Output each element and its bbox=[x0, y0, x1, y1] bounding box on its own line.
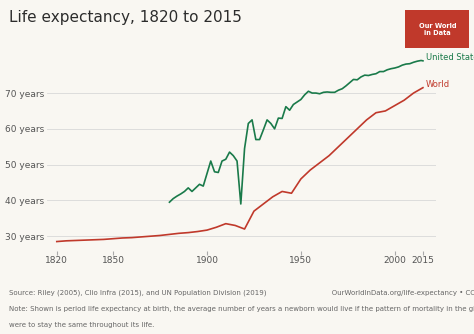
Text: United States: United States bbox=[426, 53, 474, 62]
Text: Our World
in Data: Our World in Data bbox=[419, 23, 456, 36]
Text: Life expectancy, 1820 to 2015: Life expectancy, 1820 to 2015 bbox=[9, 10, 242, 25]
Text: Source: Riley (2005), Clio Infra (2015), and UN Population Division (2019)      : Source: Riley (2005), Clio Infra (2015),… bbox=[9, 289, 474, 296]
Text: Note: Shown is period life expectancy at birth, the average number of years a ne: Note: Shown is period life expectancy at… bbox=[9, 306, 474, 312]
Text: World: World bbox=[426, 79, 450, 89]
Text: were to stay the same throughout its life.: were to stay the same throughout its lif… bbox=[9, 322, 155, 328]
